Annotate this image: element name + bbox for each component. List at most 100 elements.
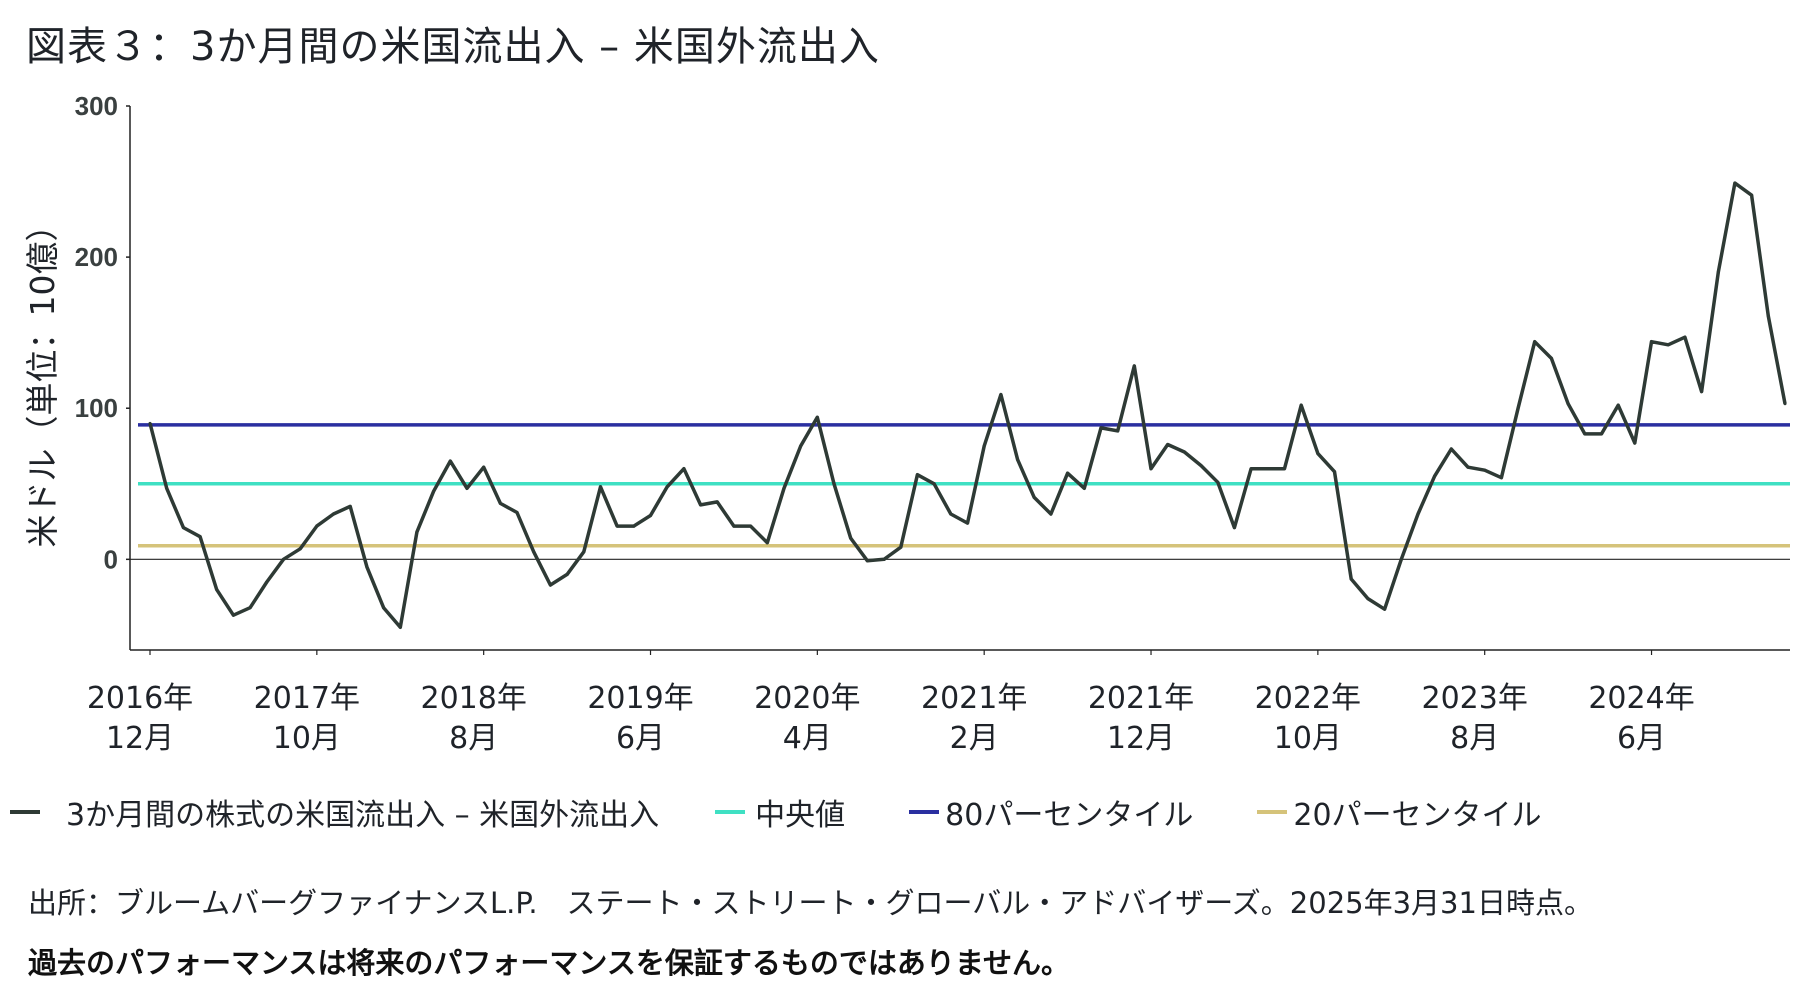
data-point <box>515 510 519 514</box>
x-tick-label-year: 2021年 <box>1088 681 1194 716</box>
data-point <box>1766 314 1770 318</box>
data-point <box>465 486 469 490</box>
legend-label-p80: 80パーセンタイル <box>945 798 1194 833</box>
x-tick-label-month: 10月 <box>1274 721 1342 756</box>
data-point <box>1666 343 1670 347</box>
disclaimer: 過去のパフォーマンスは将来のパフォーマンスを保証するものではありません。 <box>28 946 1070 980</box>
x-tick-label-year: 2022年 <box>1255 681 1361 716</box>
x-tick-label-month: 4月 <box>783 721 832 756</box>
data-point <box>1049 512 1053 516</box>
data-point <box>298 547 302 551</box>
line-chart: 2016年 12月 2017年 10月 2018年 8月 2019年 6月 2020年 4月 202… <box>23 91 1790 756</box>
data-point <box>682 467 686 471</box>
data-point <box>1316 452 1320 456</box>
data-point <box>1783 402 1787 406</box>
data-point <box>532 550 536 554</box>
data-point <box>815 415 819 419</box>
data-point <box>365 565 369 569</box>
data-point <box>198 535 202 539</box>
x-tick-label-month: 10月 <box>273 721 341 756</box>
data-point <box>1750 193 1754 197</box>
data-point <box>765 541 769 545</box>
data-point <box>415 530 419 534</box>
data-point <box>1466 465 1470 469</box>
x-tick-label-year: 2020年 <box>754 681 860 716</box>
data-point <box>1733 181 1737 185</box>
legend-label-median: 中央値 <box>755 798 846 833</box>
data-point <box>1199 464 1203 468</box>
data-point <box>281 557 285 561</box>
series-group <box>148 181 1787 630</box>
y-tick-label: 0 <box>104 544 118 574</box>
data-point <box>1650 340 1654 344</box>
data-point <box>1566 402 1570 406</box>
x-tick-label-year: 2024年 <box>1588 681 1694 716</box>
data-point <box>582 550 586 554</box>
data-point <box>332 512 336 516</box>
data-point <box>982 444 986 448</box>
data-point <box>398 625 402 629</box>
data-point <box>1333 470 1337 474</box>
data-point <box>1132 364 1136 368</box>
data-point <box>1483 468 1487 472</box>
source-note: 出所：ブルームバーグファイナンスL.P. ステート・ストリート・グローバル・アド… <box>28 886 1593 920</box>
data-point <box>1299 403 1303 407</box>
data-point <box>1082 486 1086 490</box>
data-point <box>148 421 152 425</box>
data-point <box>899 545 903 549</box>
y-axis-label: 米ドル（単位：10億） <box>23 209 62 548</box>
data-point <box>1216 480 1220 484</box>
x-tick-label-year: 2018年 <box>420 681 526 716</box>
data-point <box>615 524 619 528</box>
x-tick-label-year: 2021年 <box>921 681 1027 716</box>
legend-label-p20: 20パーセンタイル <box>1293 798 1542 833</box>
data-point <box>1282 467 1286 471</box>
data-point <box>1383 607 1387 611</box>
data-point <box>1499 476 1503 480</box>
x-tick-label-month: 12月 <box>1107 721 1175 756</box>
data-point <box>849 536 853 540</box>
legend: 3か月間の株式の米国流出入 – 米国外流出入 中央値 80パーセンタイル 20パ… <box>10 790 1606 834</box>
data-point <box>548 583 552 587</box>
data-point <box>966 521 969 525</box>
data-point <box>1232 526 1236 530</box>
data-point <box>1149 467 1153 471</box>
data-point <box>1249 467 1253 471</box>
legend-item-p20: 20パーセンタイル <box>1257 790 1542 834</box>
data-point <box>649 514 653 518</box>
data-point <box>1700 390 1704 394</box>
data-point <box>432 489 436 493</box>
data-point <box>632 524 636 528</box>
data-point <box>1716 270 1720 274</box>
x-tick-label-month: 12月 <box>106 721 174 756</box>
reference-lines <box>138 423 1790 548</box>
data-point <box>865 559 869 563</box>
x-tick-label-year: 2019年 <box>587 681 693 716</box>
data-point <box>1533 340 1537 344</box>
data-point <box>1032 495 1036 499</box>
data-point <box>348 504 352 508</box>
data-point <box>749 524 753 528</box>
y-tick-label: 300 <box>75 91 118 121</box>
legend-item-median: 中央値 <box>715 790 845 834</box>
data-point <box>265 580 269 584</box>
data-point <box>1116 429 1120 433</box>
data-point <box>1516 406 1520 410</box>
data-point <box>1616 403 1620 407</box>
data-point <box>382 606 386 610</box>
data-point <box>732 524 736 528</box>
series-line <box>148 181 1787 630</box>
data-point <box>598 485 602 489</box>
data-point <box>215 588 219 592</box>
legend-swatch-median <box>715 810 746 814</box>
x-tick-label-month: 6月 <box>616 721 665 756</box>
x-tick-label-year: 2016年 <box>87 681 193 716</box>
x-tick-label-year: 2017年 <box>254 681 360 716</box>
data-point <box>715 500 719 504</box>
data-point <box>165 486 169 490</box>
data-point <box>932 482 936 486</box>
data-point <box>1433 474 1437 478</box>
legend-item-series: 3か月間の株式の米国流出入 – 米国外流出入 <box>10 790 659 834</box>
chart-axes <box>129 106 1790 651</box>
data-point <box>482 465 486 469</box>
